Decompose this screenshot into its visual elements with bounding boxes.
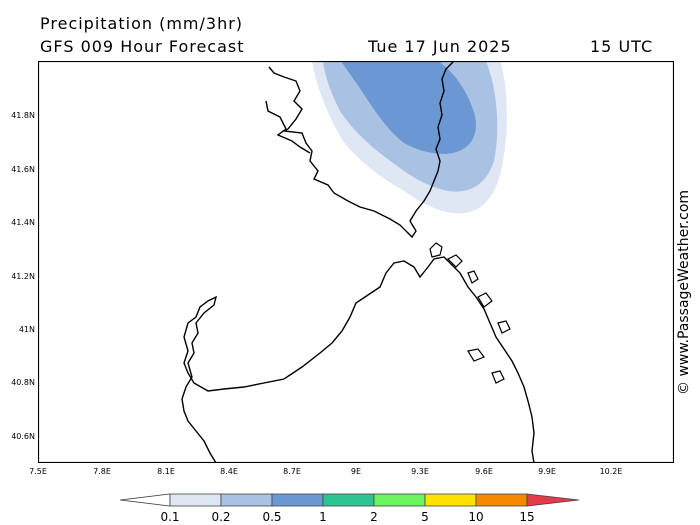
legend-label: 5	[421, 510, 429, 524]
map-frame	[38, 61, 674, 463]
lat-tick-label: 41.2N	[11, 272, 35, 281]
lon-tick-label: 7.8E	[93, 467, 111, 476]
lat-tick-label: 41.4N	[11, 218, 35, 227]
coastline-corsica	[268, 61, 455, 239]
lat-tick-label: 41N	[18, 325, 35, 334]
lat-tick-label: 41.6N	[11, 165, 35, 174]
coastline-sardinia	[181, 256, 535, 463]
forecast-date: Tue 17 Jun 2025	[368, 37, 512, 56]
lon-tick-label: 9E	[350, 467, 362, 476]
legend-label: 0.1	[160, 510, 180, 524]
forecast-subtitle: GFS 009 Hour Forecast	[40, 37, 245, 56]
lon-tick-label: 9.3E	[411, 467, 429, 476]
legend-label: 0.5	[262, 510, 282, 524]
lat-tick-label: 40.6N	[11, 432, 35, 441]
lon-tick-label: 8.4E	[220, 467, 238, 476]
legend-swatch	[169, 493, 222, 507]
coastline-sardinia-islands	[429, 242, 511, 384]
coastline-corsica-west	[265, 100, 311, 154]
forecast-time: 15 UTC	[590, 37, 654, 56]
precipitation-map	[38, 61, 674, 463]
legend-label: 0.2	[211, 510, 231, 524]
map-title: Precipitation (mm/3hr)	[40, 14, 244, 33]
lon-tick-label: 9.9E	[538, 467, 556, 476]
lon-tick-label: 10.2E	[599, 467, 623, 476]
legend-swatch	[475, 493, 528, 507]
lat-tick-label: 41.8N	[11, 111, 35, 120]
lon-tick-label: 7.5E	[29, 467, 47, 476]
legend-label: 15	[519, 510, 535, 524]
legend-swatch	[322, 493, 375, 507]
credit-watermark: © www.PassageWeather.com	[676, 189, 692, 395]
legend-swatch	[373, 493, 426, 507]
legend-swatch	[220, 493, 273, 507]
legend-label: 2	[370, 510, 378, 524]
legend-arrow-high	[526, 493, 580, 507]
lon-tick-label: 8.1E	[157, 467, 175, 476]
legend-swatch	[424, 493, 477, 507]
legend-label: 10	[468, 510, 484, 524]
lon-tick-label: 8.7E	[283, 467, 301, 476]
precipitation-legend	[119, 493, 580, 507]
lat-tick-label: 40.8N	[11, 378, 35, 387]
legend-arrow-low	[119, 493, 171, 507]
legend-swatch	[271, 493, 324, 507]
lon-tick-label: 9.6E	[475, 467, 493, 476]
legend-label: 1	[319, 510, 327, 524]
